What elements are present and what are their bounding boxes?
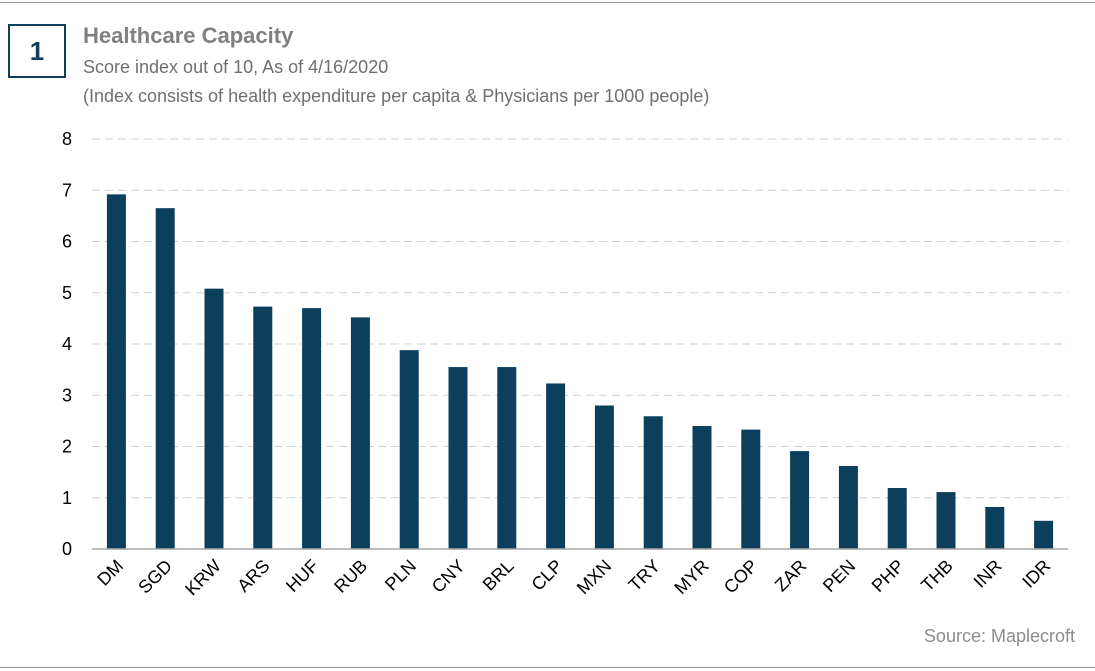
chart-subtitle-note: (Index consists of health expenditure pe…: [83, 86, 710, 106]
bar-idr: [1034, 520, 1054, 549]
x-tick-label-pln: PLN: [381, 556, 420, 595]
chart-subtitle: Score index out of 10, As of 4/16/2020: [83, 57, 389, 77]
bar-try: [643, 416, 663, 549]
y-tick-label: 1: [62, 488, 72, 508]
top-rule: [0, 2, 1095, 3]
bar-php: [887, 488, 907, 549]
bar-brl: [497, 367, 517, 549]
bar-sgd: [155, 208, 175, 549]
bar-myr: [692, 426, 712, 549]
bar-clp: [546, 383, 566, 549]
bar-inr: [985, 506, 1005, 549]
x-tick-label-thb: THB: [917, 556, 957, 596]
y-tick-label: 7: [62, 180, 72, 200]
bar-mxn: [594, 405, 614, 549]
bar-huf: [302, 308, 322, 549]
bar-ars: [253, 306, 273, 549]
gridlines: [92, 138, 1068, 499]
y-tick-label: 2: [62, 437, 72, 457]
x-tick-label-idr: IDR: [1018, 556, 1054, 592]
x-tick-label-huf: HUF: [282, 556, 322, 596]
bottom-rule: [0, 667, 1095, 668]
bars: [106, 194, 1054, 549]
bar-rub: [350, 317, 370, 549]
bar-krw: [204, 288, 224, 549]
y-tick-label: 5: [62, 283, 72, 303]
y-tick-label: 0: [62, 539, 72, 559]
x-axis-labels: DM SGD KRW ARS HUF RUB PLN CNY BRL CLP MXN TRY MYR CO…: [93, 556, 1054, 600]
x-tick-label-php: PHP: [868, 556, 908, 596]
bar-dm: [106, 194, 126, 549]
bar-zar: [790, 451, 810, 549]
chart-title: Healthcare Capacity: [83, 23, 294, 48]
y-tick-label: 3: [62, 385, 72, 405]
bar-pln: [399, 350, 419, 549]
x-tick-label-ars: ARS: [233, 556, 273, 596]
y-axis-ticks: 0 1 2 3 4 5 6 7 8: [62, 129, 72, 559]
chart-number-badge: 1: [8, 24, 66, 78]
x-tick-label-krw: KRW: [181, 556, 225, 600]
source-note: Source: Maplecroft: [923, 626, 1075, 646]
x-tick-label-zar: ZAR: [771, 556, 811, 596]
y-tick-label: 6: [62, 232, 72, 252]
bar-pen: [838, 465, 858, 549]
x-tick-label-inr: INR: [970, 556, 1006, 592]
x-tick-label-myr: MYR: [670, 556, 712, 598]
x-tick-label-mxn: MXN: [573, 556, 615, 598]
x-tick-label-cop: COP: [720, 556, 762, 598]
x-tick-label-try: TRY: [625, 556, 664, 595]
y-tick-label: 4: [62, 334, 72, 354]
x-tick-label-brl: BRL: [479, 556, 518, 595]
x-tick-label-pen: PEN: [819, 556, 859, 596]
x-tick-label-clp: CLP: [528, 556, 567, 595]
x-tick-label-sgd: SGD: [134, 556, 176, 598]
x-tick-label-cny: CNY: [428, 556, 469, 597]
y-tick-label: 8: [62, 129, 72, 149]
x-tick-label-dm: DM: [93, 556, 127, 590]
x-tick-label-rub: RUB: [330, 556, 371, 597]
bar-thb: [936, 492, 956, 549]
bar-cop: [741, 429, 761, 549]
bar-cny: [448, 367, 468, 549]
